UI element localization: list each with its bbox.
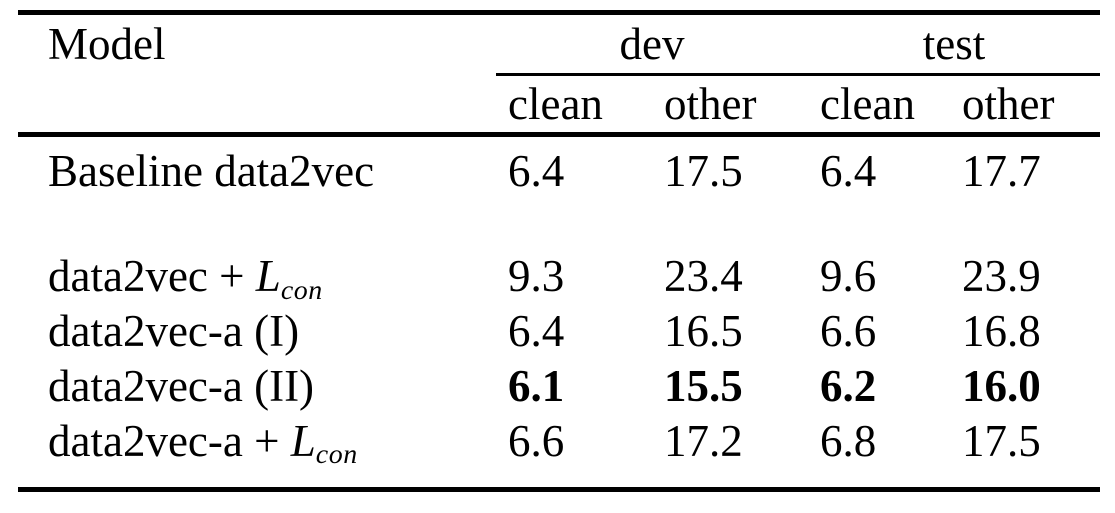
value-cell-dev-other: 16.5 bbox=[664, 306, 743, 356]
model-label: data2vec + bbox=[48, 251, 256, 301]
spacer-row bbox=[18, 205, 1100, 249]
model-cell: data2vec + Lcon bbox=[18, 249, 496, 304]
results-table: Model dev test clean other clean other B… bbox=[18, 10, 1101, 492]
model-label: Baseline data2vec bbox=[48, 145, 375, 196]
header-subcolumn-row: clean other clean other bbox=[18, 75, 1100, 135]
value-cell-test-other: 17.5 bbox=[962, 415, 1041, 466]
math-loss-subscript: con bbox=[315, 439, 358, 471]
column-header-test-other: other bbox=[962, 79, 1055, 129]
table-row-data2vec-a-1: data2vec-a (I) 6.4 16.5 6.6 16.8 bbox=[18, 304, 1100, 359]
table-row-baseline-data2vec: Baseline data2vec 6.4 17.5 6.4 17.7 bbox=[18, 135, 1100, 205]
value-cell-test-clean: 9.6 bbox=[820, 251, 877, 301]
math-loss-subscript: con bbox=[280, 274, 323, 306]
value-cell-dev-other: 23.4 bbox=[664, 251, 743, 301]
column-header-model: Model bbox=[48, 19, 166, 69]
header-group-row: Model dev test bbox=[18, 12, 1101, 76]
column-group-header-dev: dev bbox=[496, 12, 809, 76]
table-row-data2vec-lcon: data2vec + Lcon 9.3 23.4 9.6 23.9 bbox=[18, 249, 1100, 304]
model-label: data2vec-a (II) bbox=[48, 361, 315, 411]
value-cell-test-clean: 6.2 bbox=[820, 361, 877, 411]
value-cell-test-other: 17.7 bbox=[962, 145, 1041, 196]
math-loss-symbol: L bbox=[255, 251, 281, 301]
value-cell-dev-other: 17.2 bbox=[664, 415, 743, 466]
value-cell-dev-clean: 6.1 bbox=[508, 361, 565, 411]
model-cell: data2vec-a + Lcon bbox=[18, 414, 496, 490]
table-header: Model dev test clean other clean other bbox=[18, 12, 1101, 135]
value-cell-dev-clean: 6.4 bbox=[508, 306, 565, 356]
column-header-test-clean: clean bbox=[820, 79, 915, 129]
column-header-dev-clean: clean bbox=[508, 79, 603, 129]
results-table-container: Model dev test clean other clean other B… bbox=[18, 10, 1101, 492]
value-cell-test-other: 16.8 bbox=[962, 306, 1041, 356]
value-cell-test-clean: 6.6 bbox=[820, 306, 877, 356]
model-cell: data2vec-a (II) bbox=[18, 359, 496, 414]
model-cell: Baseline data2vec bbox=[18, 135, 496, 205]
value-cell-test-other: 23.9 bbox=[962, 251, 1041, 301]
value-cell-test-clean: 6.8 bbox=[820, 415, 877, 466]
table-body: Baseline data2vec 6.4 17.5 6.4 17.7 data… bbox=[18, 135, 1100, 490]
model-label: data2vec-a (I) bbox=[48, 306, 300, 356]
value-cell-dev-clean: 9.3 bbox=[508, 251, 565, 301]
table-row-data2vec-a-lcon: data2vec-a + Lcon 6.6 17.2 6.8 17.5 bbox=[18, 414, 1100, 490]
table-row-data2vec-a-2: data2vec-a (II) 6.1 15.5 6.2 16.0 bbox=[18, 359, 1100, 414]
value-cell-test-clean: 6.4 bbox=[820, 145, 877, 196]
column-group-header-test: test bbox=[808, 12, 1101, 76]
spacer-cell bbox=[18, 205, 1100, 249]
model-cell: data2vec-a (I) bbox=[18, 304, 496, 359]
model-label: data2vec-a + bbox=[48, 415, 291, 466]
value-cell-dev-clean: 6.4 bbox=[508, 145, 565, 196]
column-header-dev-other: other bbox=[664, 79, 757, 129]
value-cell-test-other: 16.0 bbox=[962, 361, 1041, 411]
value-cell-dev-other: 15.5 bbox=[664, 361, 743, 411]
math-loss-symbol: L bbox=[290, 415, 316, 466]
value-cell-dev-other: 17.5 bbox=[664, 145, 743, 196]
value-cell-dev-clean: 6.6 bbox=[508, 415, 565, 466]
